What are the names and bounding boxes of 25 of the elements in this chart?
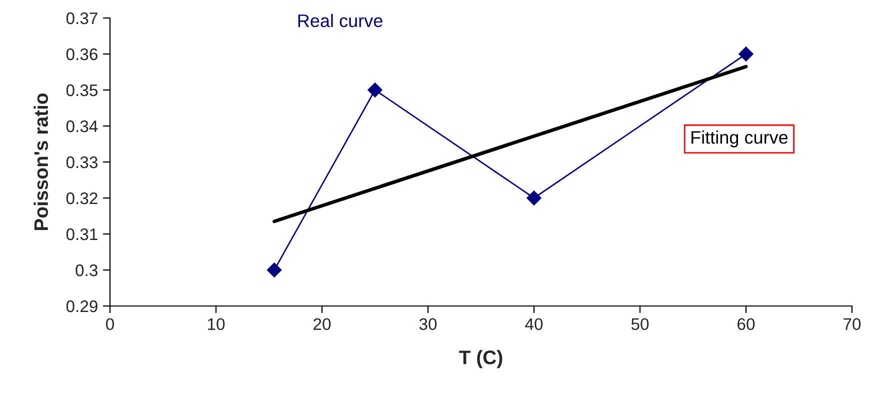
y-tick-label: 0.35: [66, 84, 98, 96]
x-tick-label: 20: [314, 318, 331, 330]
text: Fitting curve: [692, 130, 788, 148]
y-tick-label: 0.34: [66, 120, 98, 132]
x-tick-label: 70: [844, 318, 861, 330]
x-tick-label: 60: [738, 318, 755, 330]
point: [526, 190, 542, 206]
text: Real curve: [298, 14, 382, 28]
y-tick-label: 0.32: [66, 192, 98, 204]
y-tick-label: 0.3: [76, 264, 98, 276]
y-tick-label: 0.36: [66, 48, 98, 60]
x-axis-title: T (C): [459, 350, 502, 368]
y-tick-label: 0.37: [66, 12, 98, 24]
point: [738, 46, 754, 62]
y-tick-label: 0.33: [66, 156, 98, 168]
y-tick-label: 0.31: [66, 228, 98, 240]
x-tick-label: 10: [208, 318, 225, 330]
x-tick-label: 30: [419, 318, 437, 330]
point: [368, 82, 382, 98]
y-axis-title: Poisson's ratio: [34, 93, 48, 230]
y-tick-label: 0.29: [66, 300, 98, 312]
x-tick-label: 50: [631, 318, 649, 330]
x-tick-label: 40: [525, 318, 543, 330]
point: [266, 262, 282, 278]
x-tick-label: 0: [106, 318, 114, 330]
